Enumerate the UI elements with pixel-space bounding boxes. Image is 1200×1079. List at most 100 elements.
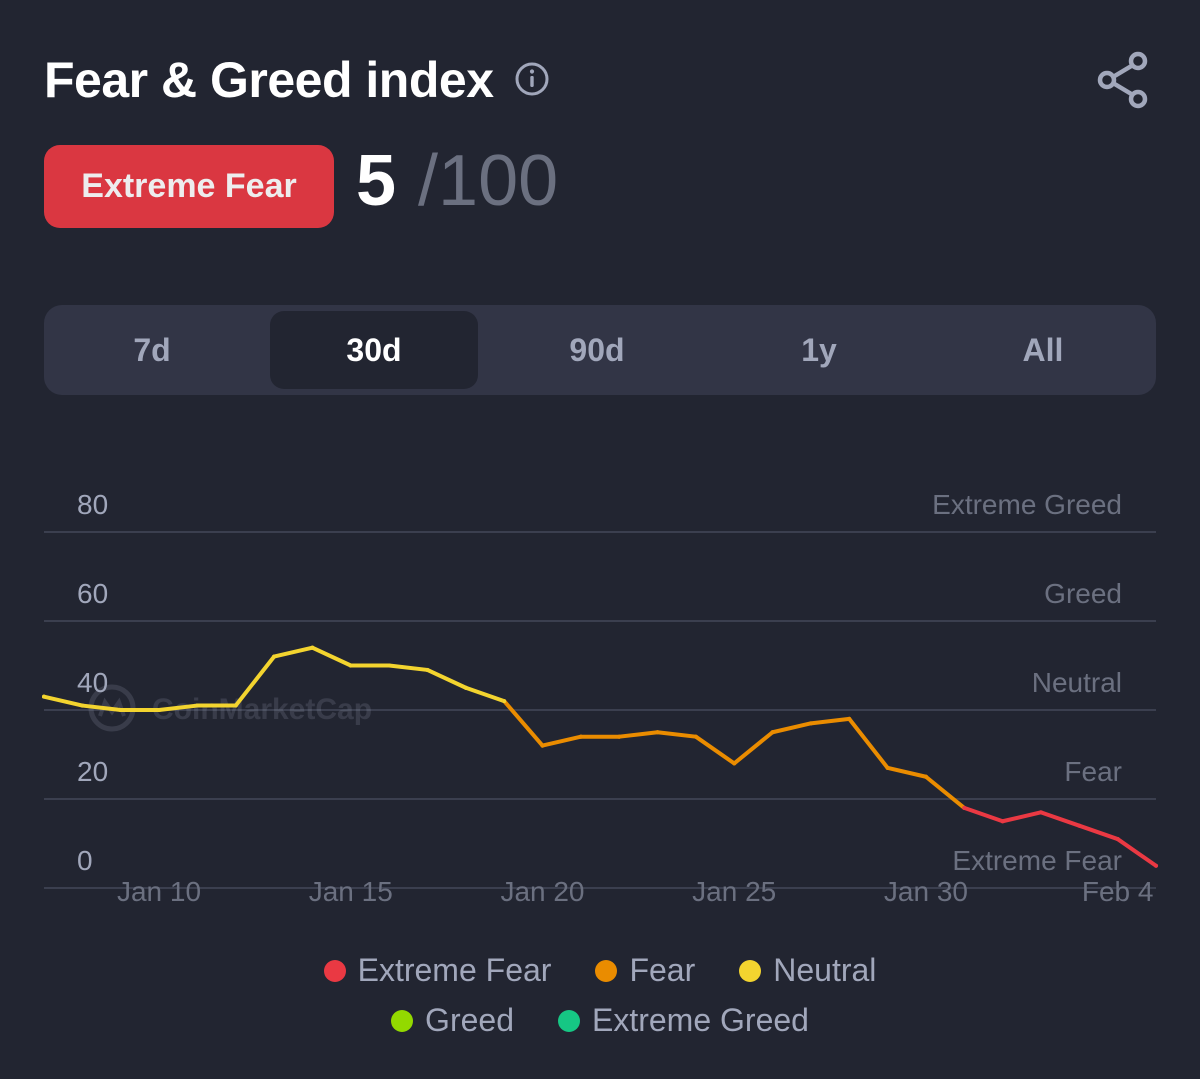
series-line-segment <box>962 805 1005 824</box>
y-tick-label: 60 <box>77 578 108 609</box>
legend-label: Extreme Fear <box>357 952 552 988</box>
legend-dot-icon <box>739 959 762 982</box>
data-point <box>693 734 698 739</box>
y-tick-label: 20 <box>77 756 108 787</box>
legend-label: Greed <box>425 1002 514 1038</box>
zone-label: Neutral <box>1032 667 1122 698</box>
tab-90d[interactable]: 90d <box>569 331 625 368</box>
data-point <box>348 663 353 668</box>
y-tick-label: 0 <box>77 845 93 876</box>
data-point <box>1077 823 1082 828</box>
data-point <box>387 663 392 668</box>
data-point <box>233 703 238 708</box>
legend-item[interactable]: Extreme Fear <box>323 952 552 989</box>
series-line-segment <box>540 734 583 748</box>
legend-item[interactable]: Neutral <box>739 952 876 989</box>
data-point <box>732 761 737 766</box>
legend-item[interactable]: Extreme Greed <box>557 1002 809 1039</box>
data-point <box>310 645 315 650</box>
data-point <box>1115 837 1120 842</box>
score-max: /100 <box>418 141 559 221</box>
tab-all[interactable]: All <box>1022 331 1064 368</box>
tab-1y[interactable]: 1y <box>801 331 837 368</box>
series-line-segment <box>502 699 545 748</box>
data-point <box>80 703 85 708</box>
series-line-segment <box>1077 823 1120 842</box>
legend-item[interactable]: Greed <box>391 1002 514 1039</box>
series-line-segment <box>272 645 315 659</box>
data-point <box>1038 810 1043 815</box>
legend-item[interactable]: Fear <box>595 952 695 989</box>
tab-7d[interactable]: 7d <box>133 331 171 368</box>
series-line-segment <box>80 703 123 712</box>
info-icon[interactable] <box>514 61 550 97</box>
legend-dot-icon <box>323 959 346 982</box>
data-point <box>923 774 928 779</box>
series-line-segment <box>387 663 430 672</box>
series-line-segment <box>233 654 277 708</box>
x-tick-label: Jan 15 <box>309 876 393 907</box>
y-tick-label: 40 <box>77 667 108 698</box>
legend-label: Extreme Greed <box>591 1002 809 1038</box>
series-line-segment <box>1038 810 1082 828</box>
x-tick-label: Jan 25 <box>692 876 776 907</box>
data-point <box>847 716 852 721</box>
series-line-segment <box>42 694 85 708</box>
series-line-segment <box>617 730 660 739</box>
sentiment-badge: Extreme Fear <box>44 145 334 228</box>
series-line-segment <box>1000 810 1043 824</box>
score: 5 /100 <box>356 140 558 236</box>
data-point <box>463 685 468 690</box>
legend-dot-icon <box>595 959 618 982</box>
y-tick-label: 80 <box>77 489 108 520</box>
data-point <box>195 703 200 708</box>
series-line-segment <box>847 716 890 770</box>
legend-dot-icon <box>557 1009 580 1032</box>
zone-label: Greed <box>1044 578 1122 609</box>
zone-label: Extreme Greed <box>932 489 1122 520</box>
data-point <box>118 708 123 712</box>
data-point <box>42 694 46 699</box>
data-point <box>808 721 813 726</box>
data-point <box>272 654 277 659</box>
legend-dot-icon <box>391 1009 414 1032</box>
page-title: Fear & Greed index <box>44 52 494 108</box>
data-point <box>1154 863 1158 868</box>
series-line-segment <box>923 774 967 810</box>
series-line-segment <box>693 734 737 766</box>
tab-30d[interactable]: 30d <box>270 311 478 389</box>
data-point <box>962 805 967 810</box>
series-line-segment <box>310 645 353 668</box>
x-tick-label: Jan 20 <box>500 876 584 907</box>
data-point <box>157 708 162 712</box>
data-point <box>655 730 660 735</box>
zone-label: Extreme Fear <box>952 845 1122 876</box>
data-point <box>885 765 890 770</box>
x-tick-label: Jan 30 <box>884 876 968 907</box>
series-line-segment <box>885 765 928 779</box>
data-point <box>502 699 507 704</box>
zone-label: Fear <box>1064 756 1122 787</box>
series-line-segment <box>1115 837 1158 868</box>
legend-row-2: Greed Extreme Greed <box>0 1002 1200 1039</box>
legend-label: Neutral <box>773 952 877 988</box>
time-range-tabs: 7d 30d 90d 1y All <box>44 305 1156 395</box>
x-tick-label: Jan 10 <box>117 876 201 907</box>
data-point <box>578 734 583 739</box>
data-point <box>770 730 775 735</box>
data-point <box>617 734 622 739</box>
data-point <box>1000 819 1005 824</box>
series-line-segment <box>770 721 813 735</box>
legend-row-1: Extreme Fear Fear Neutral <box>0 952 1200 989</box>
series-line-segment <box>425 667 468 690</box>
series-line-segment <box>655 730 698 739</box>
series-line-segment <box>808 716 852 726</box>
fear-greed-chart: CoinMarketCap 80 60 40 20 0 Extreme Greed Gree… <box>42 489 1158 907</box>
series-line-segment <box>463 685 507 704</box>
share-icon[interactable] <box>1094 50 1154 110</box>
x-tick-label: Feb 4 <box>1082 876 1154 907</box>
watermark-text: CoinMarketCap <box>152 693 372 726</box>
series-line-segment <box>157 703 200 712</box>
score-value: 5 <box>356 141 397 221</box>
legend-label: Fear <box>629 952 696 988</box>
